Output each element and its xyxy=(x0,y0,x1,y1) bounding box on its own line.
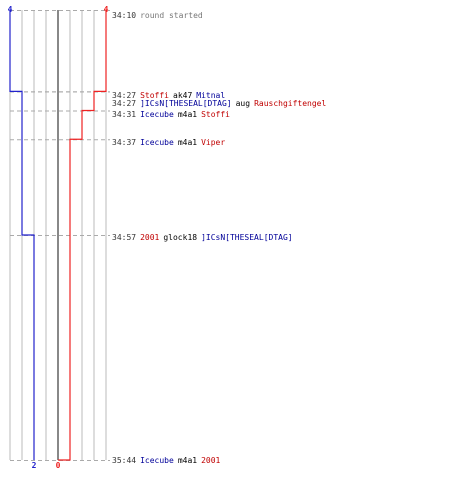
kill-event-row: 34:27 Stoffi ak47 Mitnal xyxy=(112,90,229,102)
event-time: 34:27 xyxy=(112,91,137,100)
kill-event-row: 34:57 2001 glock18]ICsN[THESEAL[DTAG] xyxy=(112,232,297,244)
round-start-row: 34:10 round started xyxy=(112,10,207,22)
round-start-time: 34:10 xyxy=(112,11,137,20)
round-start-label: round started xyxy=(140,11,203,20)
kill-event-row: 34:27]ICsN[THESEAL[DTAG] aug Rauschgifteng… xyxy=(112,98,330,110)
event-time: 34:31 xyxy=(112,110,137,119)
blue-alive-step-line xyxy=(9,10,35,460)
event-victim: Mitnal xyxy=(196,91,226,100)
event-weapon: ak47 xyxy=(173,91,193,100)
event-killer: Icecube xyxy=(140,138,174,147)
event-weapon: aug xyxy=(235,99,251,108)
event-weapon: m4a1 xyxy=(177,456,198,465)
blue-count-start: 4 xyxy=(8,5,13,14)
event-killer: Icecube xyxy=(140,456,174,465)
kill-event-row: 35:44 Icecube m4a1 2001 xyxy=(112,455,224,467)
event-killer: Icecube xyxy=(140,110,174,119)
kill-event-row: 34:37 Icecube m4a1 Viper xyxy=(112,137,229,149)
event-time: 35:44 xyxy=(112,456,137,465)
event-victim: ]ICsN[THESEAL[DTAG] xyxy=(201,233,293,242)
event-time: 34:27 xyxy=(112,99,137,108)
event-victim: Rauschgiftengel xyxy=(254,99,327,108)
event-weapon: glock18 xyxy=(163,233,198,242)
blue-count-end: 2 xyxy=(32,461,37,470)
red-count-start: 4 xyxy=(104,5,109,14)
event-victim: Viper xyxy=(201,138,226,147)
event-weapon: m4a1 xyxy=(177,110,198,119)
red-count-end: 0 xyxy=(56,461,61,470)
event-killer: Stoffi xyxy=(140,91,169,100)
red-alive-step-line xyxy=(58,10,107,461)
event-weapon: m4a1 xyxy=(177,138,198,147)
event-victim: Stoffi xyxy=(201,110,230,119)
event-time: 34:57 xyxy=(112,233,137,242)
event-killer: ]ICsN[THESEAL[DTAG] xyxy=(140,99,232,108)
event-victim: 2001 xyxy=(201,456,221,465)
kill-event-row: 34:31 Icecube m4a1 Stoffi xyxy=(112,109,234,121)
event-killer: 2001 xyxy=(140,233,160,242)
event-time: 34:37 xyxy=(112,138,137,147)
